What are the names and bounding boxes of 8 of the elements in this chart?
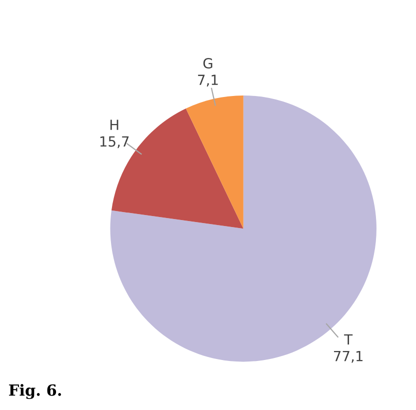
slice-label: H: [110, 120, 118, 130]
data-label: 77,1: [334, 350, 363, 363]
pie-slice: [186, 95, 244, 229]
data-label: 15,7: [100, 136, 129, 148]
caption: Fig. 6.: [9, 384, 61, 400]
slice-label: G: [203, 58, 212, 69]
slice-label: T: [344, 334, 353, 345]
data-label: 7,1: [198, 74, 218, 87]
